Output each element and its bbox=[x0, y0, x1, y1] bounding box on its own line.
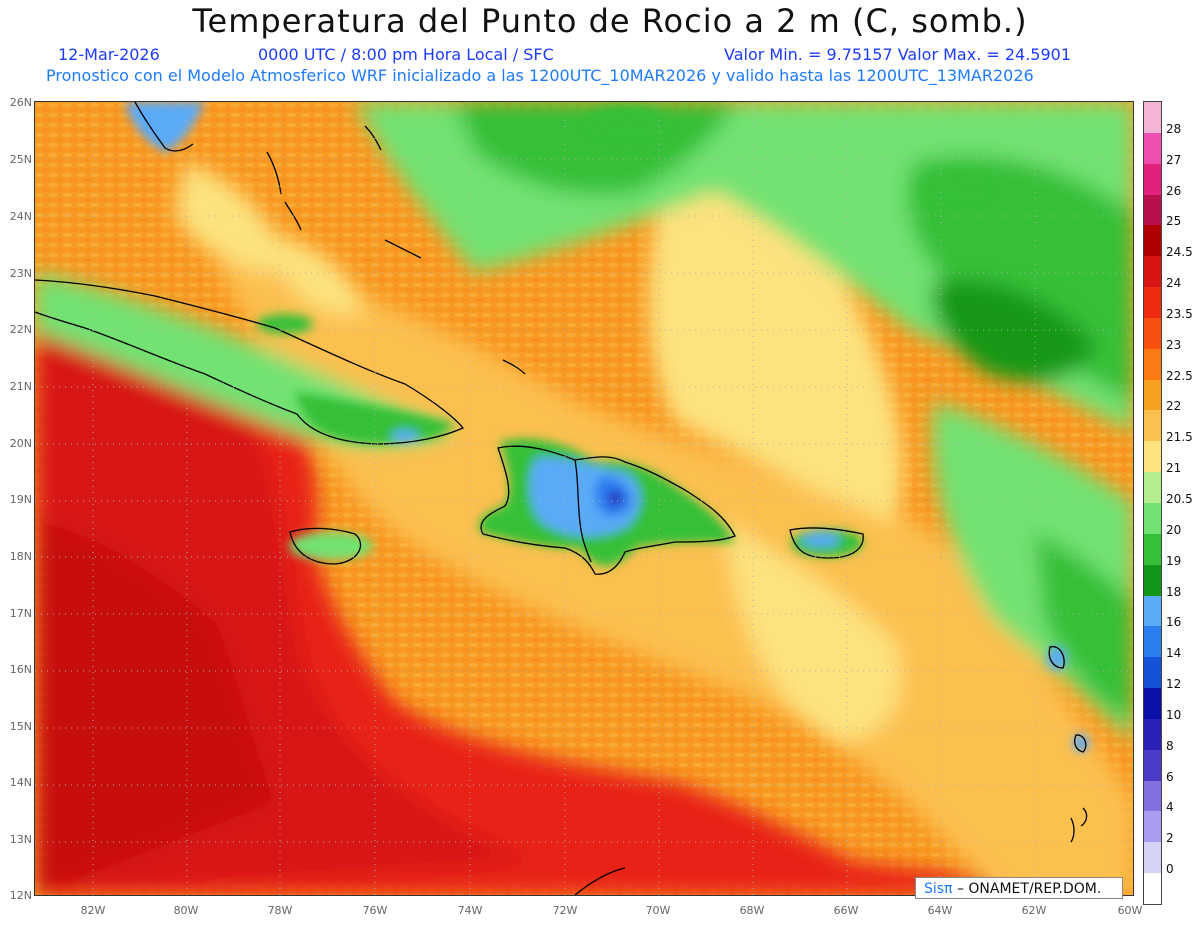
colorbar-segment bbox=[1144, 564, 1161, 597]
lon-label-74w: 74W bbox=[457, 904, 483, 917]
colorbar-label: 16 bbox=[1166, 615, 1182, 630]
colorbar-label: 20 bbox=[1166, 522, 1182, 537]
colorbar-segment bbox=[1144, 811, 1161, 843]
colorbar-segment bbox=[1144, 472, 1161, 504]
lat-label-22n: 22N bbox=[9, 323, 32, 336]
lon-label-60w: 60W bbox=[1117, 904, 1143, 917]
colorbar-label: 0 bbox=[1166, 862, 1174, 877]
colorbar-label: 23.5 bbox=[1166, 306, 1193, 321]
lat-label-24n: 24N bbox=[9, 210, 32, 223]
map-title: Temperatura del Punto de Rocio a 2 m (C,… bbox=[192, 2, 1028, 40]
lon-label-80w: 80W bbox=[173, 904, 199, 917]
colorbar-segment bbox=[1144, 410, 1161, 442]
lat-label-23n: 23N bbox=[9, 267, 32, 280]
colorbar-segment bbox=[1144, 749, 1161, 782]
forecast-time: 0000 UTC / 8:00 pm Hora Local / SFC bbox=[258, 45, 554, 64]
colorbar-label: 10 bbox=[1166, 707, 1182, 722]
lon-label-72w: 72W bbox=[552, 904, 578, 917]
colorbar-segment bbox=[1144, 780, 1161, 812]
colorbar-label: 4 bbox=[1166, 800, 1174, 815]
colorbar-label: 27 bbox=[1166, 152, 1182, 167]
colorbar-label: 21.5 bbox=[1166, 430, 1193, 445]
lat-label-21n: 21N bbox=[9, 380, 32, 393]
model-info: Pronostico con el Modelo Atmosferico WRF… bbox=[46, 66, 1034, 85]
lon-label-64w: 64W bbox=[927, 904, 953, 917]
colorbar-label: 24.5 bbox=[1166, 245, 1193, 260]
lat-label-15n: 15N bbox=[9, 720, 32, 733]
sispi-onamet-logo: Sisπ – ONAMET/REP.DOM. bbox=[915, 877, 1123, 899]
lat-label-17n: 17N bbox=[9, 607, 32, 620]
colorbar-segment bbox=[1144, 688, 1161, 720]
colorbar-segment bbox=[1144, 348, 1161, 381]
colorbar-label: 14 bbox=[1166, 646, 1182, 661]
colorbar-label: 20.5 bbox=[1166, 492, 1193, 506]
colorbar-label: 26 bbox=[1166, 183, 1182, 198]
forecast-date: 12-Mar-2026 bbox=[58, 45, 160, 64]
colorbar-segment bbox=[1144, 533, 1161, 566]
colorbar-segment bbox=[1144, 256, 1161, 288]
colorbar-label: 28 bbox=[1166, 121, 1182, 136]
colorbar-label: 25 bbox=[1166, 214, 1182, 229]
lon-label-78w: 78W bbox=[267, 904, 293, 917]
colorbar-label: 2 bbox=[1166, 831, 1174, 846]
colorbar-segment bbox=[1144, 503, 1161, 535]
lat-label-20n: 20N bbox=[9, 437, 32, 450]
colorbar-segment bbox=[1144, 225, 1161, 257]
colorbar-label: 19 bbox=[1166, 553, 1182, 568]
lat-label-14n: 14N bbox=[9, 776, 32, 789]
lon-label-62w: 62W bbox=[1021, 904, 1047, 917]
colorbar-segment bbox=[1144, 441, 1161, 473]
colorbar-segment bbox=[1144, 194, 1161, 226]
colorbar-segment bbox=[1144, 287, 1161, 319]
min-max-values: Valor Min. = 9.75157 Valor Max. = 24.590… bbox=[724, 45, 1072, 64]
logo-org: – ONAMET/REP.DOM. bbox=[952, 881, 1102, 897]
lat-label-12n: 12N bbox=[9, 889, 32, 902]
lon-label-82w: 82W bbox=[80, 904, 106, 917]
colorbar-segment bbox=[1144, 102, 1161, 134]
lon-label-68w: 68W bbox=[739, 904, 765, 917]
dewpoint-field bbox=[35, 102, 1133, 895]
lat-label-25n: 25N bbox=[9, 153, 32, 166]
lat-label-26n: 26N bbox=[9, 96, 32, 109]
colorbar-segment bbox=[1144, 626, 1161, 658]
colorbar-label: 22.5 bbox=[1166, 368, 1193, 383]
colorbar-segment bbox=[1144, 842, 1161, 874]
colorbar-label: 8 bbox=[1166, 738, 1174, 753]
lon-label-76w: 76W bbox=[362, 904, 388, 917]
colorbar-segment bbox=[1144, 657, 1161, 689]
colorbar-label: 12 bbox=[1166, 677, 1182, 692]
colorbar-label: 18 bbox=[1166, 584, 1182, 599]
lat-label-13n: 13N bbox=[9, 833, 32, 846]
lat-label-16n: 16N bbox=[9, 663, 32, 676]
dewpoint-map bbox=[34, 101, 1134, 896]
colorbar-label: 6 bbox=[1166, 769, 1174, 784]
colorbar-segment bbox=[1144, 595, 1161, 627]
colorbar-segment bbox=[1144, 317, 1161, 350]
colorbar-segment bbox=[1144, 132, 1161, 165]
colorbar bbox=[1143, 101, 1162, 905]
colorbar-label: 24 bbox=[1166, 276, 1182, 291]
lat-label-18n: 18N bbox=[9, 550, 32, 563]
lon-label-70w: 70W bbox=[645, 904, 671, 917]
colorbar-label: 22 bbox=[1166, 399, 1182, 414]
colorbar-segment bbox=[1144, 379, 1161, 411]
logo-brand: Sisπ bbox=[924, 881, 953, 897]
colorbar-label: 21 bbox=[1166, 461, 1182, 476]
lon-label-66w: 66W bbox=[833, 904, 859, 917]
colorbar-label: 23 bbox=[1166, 337, 1182, 352]
lat-label-19n: 19N bbox=[9, 493, 32, 506]
colorbar-segment bbox=[1144, 718, 1161, 751]
colorbar-segment bbox=[1144, 163, 1161, 196]
colorbar-segment bbox=[1144, 873, 1161, 905]
